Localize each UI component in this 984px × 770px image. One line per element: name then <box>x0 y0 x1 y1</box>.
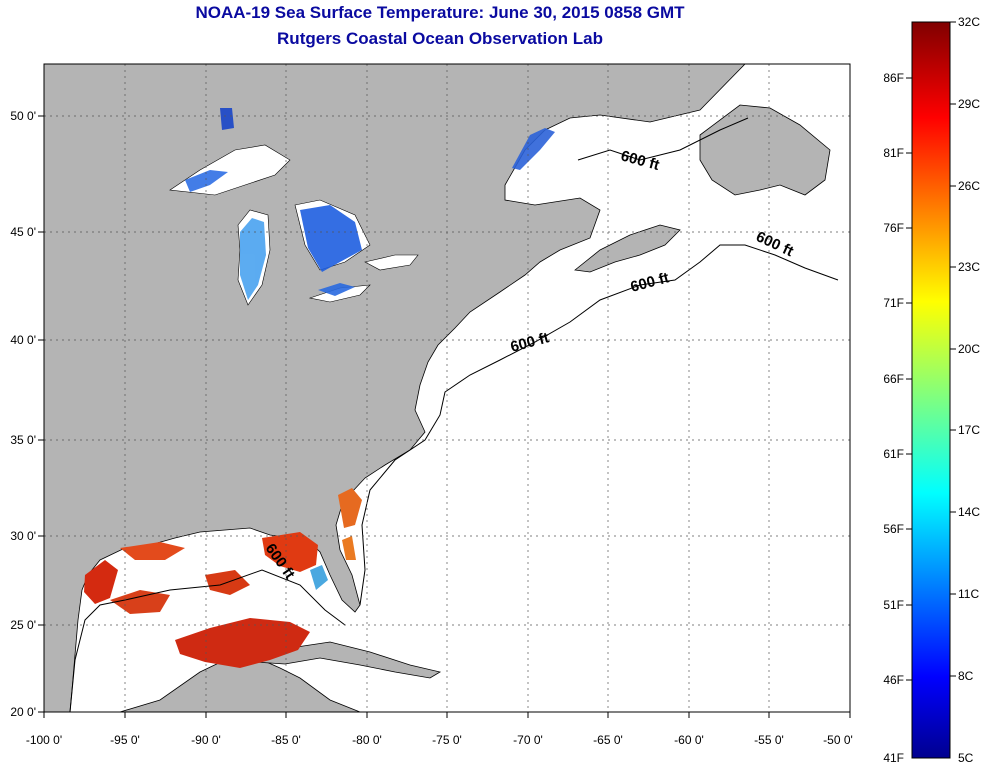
newfoundland-land <box>699 104 831 196</box>
x-tick-label: -70 0' <box>513 733 543 747</box>
nova-scotia-land <box>574 224 681 273</box>
y-tick-label: 50 0' <box>10 109 36 123</box>
x-axis: -100 0' -95 0' -90 0' -85 0' -80 0' -75 … <box>26 712 853 747</box>
colorbar-c-label: 23C <box>958 260 980 274</box>
y-tick-label: 25 0' <box>10 618 36 632</box>
sst-warm-patches <box>84 488 362 668</box>
colorbar-f-label: 61F <box>883 447 904 461</box>
x-tick-label: -65 0' <box>593 733 623 747</box>
y-tick-label: 20 0' <box>10 705 36 719</box>
colorbar-f-label: 51F <box>883 598 904 612</box>
x-tick-label: -85 0' <box>271 733 301 747</box>
graticule <box>44 64 850 712</box>
x-tick-label: -100 0' <box>26 733 62 747</box>
colorbar: 86F 81F 76F 71F 66F 61F 56F 51F 46F 41F … <box>883 15 980 765</box>
x-tick-label: -50 0' <box>823 733 853 747</box>
colorbar-f-label: 41F <box>883 751 904 765</box>
colorbar-c-label: 26C <box>958 179 980 193</box>
colorbar-c-label: 8C <box>958 669 974 683</box>
y-tick-label: 45 0' <box>10 225 36 239</box>
y-axis: 50 0' 45 0' 40 0' 35 0' 30 0' 25 0' 20 0… <box>10 109 44 719</box>
colorbar-f-label: 86F <box>883 71 904 85</box>
y-tick-label: 35 0' <box>10 433 36 447</box>
x-tick-label: -95 0' <box>110 733 140 747</box>
colorbar-f-label: 46F <box>883 673 904 687</box>
colorbar-c-label: 32C <box>958 15 980 29</box>
sst-cold-patches <box>185 108 555 300</box>
colorbar-f-label: 76F <box>883 221 904 235</box>
x-tick-label: -60 0' <box>674 733 704 747</box>
colorbar-gradient <box>911 21 951 759</box>
shelf-contour-600ft <box>69 117 839 712</box>
x-tick-label: -75 0' <box>432 733 462 747</box>
colorbar-f-label: 56F <box>883 522 904 536</box>
colorbar-c-label: 11C <box>958 587 979 601</box>
colorbar-c-label: 14C <box>958 505 980 519</box>
colorbar-c-label: 5C <box>958 751 974 765</box>
y-tick-label: 30 0' <box>10 529 36 543</box>
y-tick-label: 40 0' <box>10 333 36 347</box>
map-subtitle: Rutgers Coastal Ocean Observation Lab <box>277 29 603 48</box>
colorbar-f-label: 71F <box>883 296 904 310</box>
colorbar-c-label: 20C <box>958 342 980 356</box>
cuba-land <box>254 641 442 679</box>
colorbar-f-label: 81F <box>883 146 904 160</box>
colorbar-f-label: 66F <box>883 372 904 386</box>
x-tick-label: -80 0' <box>352 733 382 747</box>
map-title: NOAA-19 Sea Surface Temperature: June 30… <box>195 3 685 22</box>
x-tick-label: -90 0' <box>191 733 221 747</box>
colorbar-c-label: 29C <box>958 97 980 111</box>
colorbar-c-label: 17C <box>958 423 980 437</box>
map-area: 600 ft 600 ft 600 ft 600 ft 600 ft <box>44 64 850 712</box>
x-tick-label: -55 0' <box>754 733 784 747</box>
